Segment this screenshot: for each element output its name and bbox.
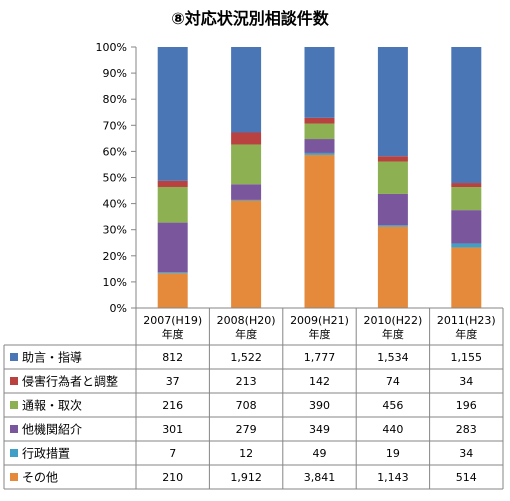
x-category-label: 2011(H23)年度 — [437, 314, 496, 341]
table-cell-value: 301 — [162, 423, 183, 436]
table-cell-value: 210 — [162, 471, 183, 484]
bar-segment — [231, 144, 262, 185]
table-cell-value: 283 — [456, 423, 477, 436]
table-cell-value: 196 — [456, 399, 477, 412]
legend-label: 通報・取次 — [22, 399, 82, 413]
table-cell-value: 1,777 — [304, 351, 336, 364]
legend-swatch — [10, 473, 18, 481]
y-tick-label: 30% — [103, 224, 127, 237]
x-category-label: 2010(H22)年度 — [363, 314, 422, 341]
table-cell-value: 1,912 — [230, 471, 262, 484]
bar-segment — [157, 47, 188, 181]
bar-segment — [451, 210, 482, 244]
bar-segment — [157, 273, 188, 308]
legend-label: 助言・指導 — [22, 350, 82, 365]
y-tick-label: 80% — [103, 93, 127, 106]
bar-segment — [451, 183, 482, 188]
table-cell-value: 708 — [236, 399, 257, 412]
legend-label: 侵害行為者と調整 — [22, 374, 118, 389]
bar-segment — [377, 225, 408, 227]
legend-swatch — [10, 425, 18, 433]
y-tick-label: 0% — [110, 302, 127, 315]
y-tick-label: 70% — [103, 119, 127, 132]
y-tick-label: 20% — [103, 250, 127, 263]
table-cell-value: 1,534 — [377, 351, 409, 364]
bar-segment — [377, 47, 408, 157]
y-tick-label: 90% — [103, 67, 127, 80]
table-cell-value: 142 — [309, 375, 330, 388]
bar-segment — [451, 243, 482, 248]
bar-segment — [304, 47, 335, 118]
legend-swatch — [10, 377, 18, 385]
bar-segment — [451, 247, 482, 308]
bar-segment — [157, 222, 188, 273]
bar-segment — [157, 186, 188, 223]
table-cell-value: 812 — [162, 351, 183, 364]
table-cell-value: 456 — [382, 399, 403, 412]
y-tick-label: 50% — [103, 172, 127, 185]
bar-segment — [231, 47, 262, 133]
legend-swatch — [10, 449, 18, 457]
table-cell-value: 49 — [313, 447, 327, 460]
table-cell-value: 1,522 — [230, 351, 262, 364]
bar-segment — [304, 117, 335, 124]
bar-segment — [304, 154, 335, 308]
y-tick-label: 10% — [103, 276, 127, 289]
legend-label: その他 — [22, 471, 58, 485]
bar-segment — [304, 152, 335, 155]
bar-segment — [231, 199, 262, 201]
bar-segment — [377, 161, 408, 194]
table-cell-value: 3,841 — [304, 471, 336, 484]
y-tick-label: 40% — [103, 198, 127, 211]
chart-title: ⑧対応状況別相談件数 — [171, 9, 330, 28]
bar-segment — [231, 132, 262, 145]
x-category-label: 2009(H21)年度 — [290, 314, 349, 341]
table-cell-value: 7 — [169, 447, 176, 460]
bar-segment — [377, 193, 408, 226]
legend-label: 他機関紹介 — [22, 422, 82, 437]
legend-swatch — [10, 353, 18, 361]
bar-segment — [377, 156, 408, 162]
legend-swatch — [10, 401, 18, 409]
table-cell-value: 1,143 — [377, 471, 409, 484]
table-cell-value: 440 — [382, 423, 403, 436]
y-tick-label: 60% — [103, 145, 127, 158]
bar-segment — [157, 180, 188, 187]
table-cell-value: 34 — [459, 447, 473, 460]
x-category-label: 2007(H19)年度 — [143, 314, 202, 341]
table-cell-value: 1,155 — [451, 351, 483, 364]
table-cell-value: 12 — [239, 447, 253, 460]
bar-segment — [231, 184, 262, 200]
bar-segment — [451, 187, 482, 211]
table-cell-value: 349 — [309, 423, 330, 436]
bar-segment — [377, 226, 408, 308]
bar-segment — [304, 123, 335, 140]
bar-segment — [157, 272, 188, 274]
table-cell-value: 34 — [459, 375, 473, 388]
table-cell-value: 216 — [162, 399, 183, 412]
y-tick-label: 100% — [96, 41, 127, 54]
table-cell-value: 514 — [456, 471, 477, 484]
table-cell-value: 19 — [386, 447, 400, 460]
table-cell-value: 390 — [309, 399, 330, 412]
bar-segment — [304, 139, 335, 153]
bar-segment — [231, 200, 262, 308]
table-cell-value: 213 — [236, 375, 257, 388]
table-cell-value: 37 — [166, 375, 180, 388]
x-category-label: 2008(H20)年度 — [217, 314, 276, 341]
table-cell-value: 74 — [386, 375, 400, 388]
bar-segment — [451, 47, 482, 184]
table-cell-value: 279 — [236, 423, 257, 436]
legend-label: 行政措置 — [22, 447, 70, 461]
